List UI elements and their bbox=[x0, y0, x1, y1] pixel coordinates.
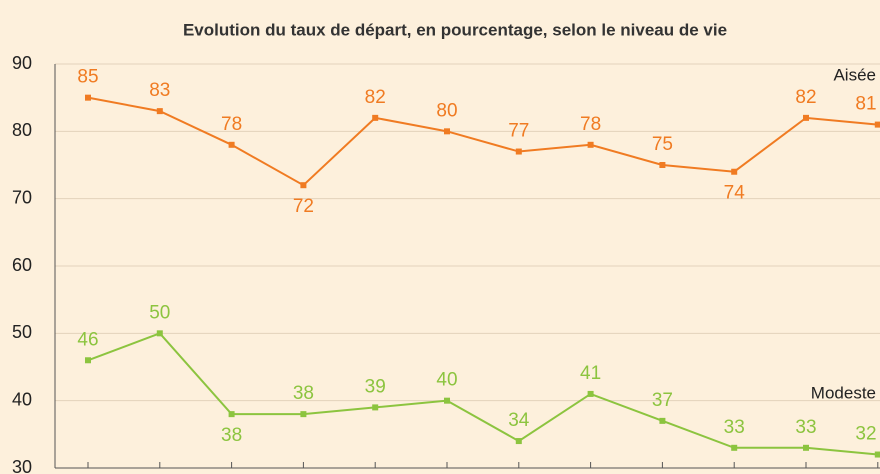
data-label: 75 bbox=[652, 134, 673, 155]
data-label: 83 bbox=[149, 80, 170, 101]
y-tick-label: 70 bbox=[12, 187, 32, 207]
point bbox=[444, 128, 450, 135]
data-label: 81 bbox=[855, 94, 876, 115]
series-line bbox=[87, 332, 878, 456]
y-tick-label: 80 bbox=[12, 120, 32, 140]
data-label: 85 bbox=[77, 67, 98, 88]
data-label: 41 bbox=[580, 363, 601, 384]
data-label: 39 bbox=[365, 376, 386, 397]
point bbox=[874, 121, 880, 128]
data-label: 37 bbox=[652, 390, 673, 411]
point bbox=[659, 162, 666, 168]
point bbox=[515, 148, 522, 155]
data-label: 78 bbox=[580, 114, 601, 135]
data-label: 38 bbox=[221, 425, 242, 446]
data-label: 72 bbox=[293, 196, 314, 217]
point bbox=[85, 94, 91, 101]
data-label: 50 bbox=[149, 302, 170, 323]
point bbox=[444, 397, 450, 404]
series-line bbox=[87, 96, 878, 187]
y-tick-label: 50 bbox=[12, 322, 32, 342]
point bbox=[659, 417, 666, 424]
point bbox=[85, 357, 91, 364]
y-tick-label: 90 bbox=[12, 53, 32, 73]
series-label: Aisée bbox=[833, 65, 876, 84]
y-tick-label: 60 bbox=[12, 255, 32, 275]
data-label: 77 bbox=[508, 121, 529, 142]
data-label: 32 bbox=[855, 424, 876, 445]
data-label: 40 bbox=[436, 370, 457, 391]
point bbox=[587, 141, 594, 148]
chart-title: Evolution du taux de départ, en pourcent… bbox=[183, 20, 727, 39]
point bbox=[803, 114, 809, 121]
point bbox=[587, 390, 594, 397]
point bbox=[228, 411, 235, 418]
data-label: 82 bbox=[795, 87, 816, 108]
point bbox=[372, 114, 379, 121]
data-label: 33 bbox=[795, 417, 816, 438]
data-label: 74 bbox=[724, 183, 746, 204]
point bbox=[803, 444, 809, 451]
data-label: 78 bbox=[221, 114, 242, 135]
y-tick-label: 40 bbox=[12, 389, 32, 409]
point bbox=[874, 451, 880, 458]
point bbox=[372, 404, 379, 411]
point bbox=[228, 141, 235, 148]
series-label: Modeste bbox=[811, 383, 876, 402]
data-label: 34 bbox=[508, 410, 530, 431]
data-label: 82 bbox=[365, 87, 386, 108]
point bbox=[156, 108, 163, 115]
point bbox=[515, 438, 522, 445]
data-label: 46 bbox=[77, 329, 98, 350]
data-label: 33 bbox=[724, 417, 745, 438]
point bbox=[731, 444, 738, 451]
data-label: 80 bbox=[436, 100, 457, 121]
point bbox=[300, 182, 307, 189]
point bbox=[300, 411, 307, 418]
point bbox=[731, 168, 738, 175]
data-label: 38 bbox=[293, 383, 314, 404]
point bbox=[156, 330, 163, 337]
y-tick-label: 30 bbox=[12, 457, 32, 474]
